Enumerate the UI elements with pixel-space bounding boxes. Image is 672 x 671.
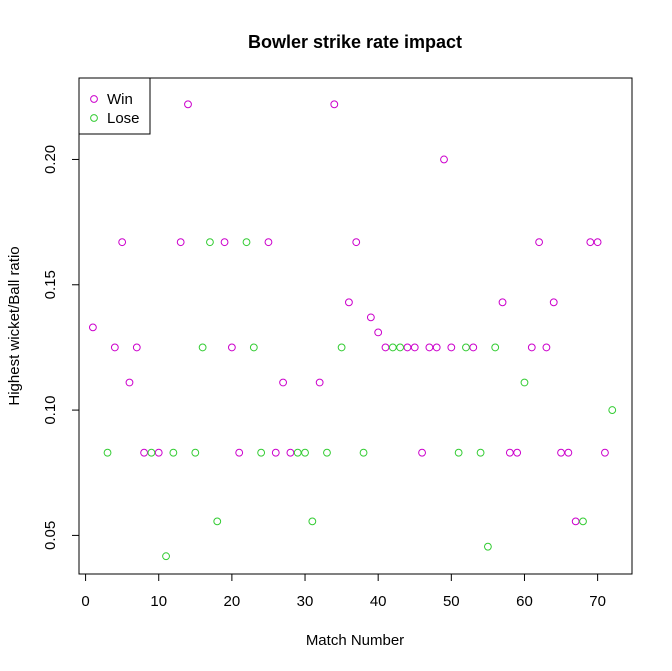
point-win	[184, 100, 192, 109]
point-lose	[162, 552, 170, 561]
x-tick-label: 50	[443, 593, 460, 610]
point-lose	[483, 542, 492, 551]
point-win	[315, 378, 324, 387]
point-lose	[169, 448, 178, 457]
y-tick-label: 0.20	[42, 145, 59, 174]
point-win	[469, 343, 478, 352]
point-lose	[608, 406, 617, 414]
point-lose	[213, 517, 222, 526]
legend-box	[78, 77, 151, 135]
legend-label-win: Win	[107, 91, 133, 108]
x-axis: 0 10 20 30 40 50 60 70	[81, 573, 606, 610]
point-win	[527, 343, 536, 352]
point-lose	[301, 448, 309, 457]
point-win	[118, 238, 127, 247]
point-lose	[198, 343, 207, 352]
point-lose	[579, 517, 587, 526]
point-win	[425, 343, 434, 352]
point-win	[345, 298, 353, 307]
point-lose	[388, 343, 397, 352]
point-win	[140, 448, 149, 457]
data-points	[88, 100, 617, 561]
point-win	[593, 238, 602, 247]
point-win	[271, 448, 280, 457]
point-win	[366, 313, 375, 322]
point-win	[498, 298, 507, 307]
point-win	[279, 378, 287, 387]
point-win	[549, 298, 558, 307]
point-lose	[257, 448, 266, 457]
x-tick-label: 20	[224, 593, 241, 610]
point-lose	[206, 238, 214, 247]
point-win	[88, 323, 97, 332]
point-win	[352, 238, 361, 247]
point-win	[125, 378, 134, 387]
point-lose	[293, 448, 302, 457]
point-lose	[323, 448, 331, 457]
x-tick-label: 60	[516, 593, 533, 610]
point-win	[374, 328, 383, 337]
point-win	[227, 343, 236, 352]
legend-label-lose: Lose	[107, 110, 140, 127]
legend-marker-lose	[90, 114, 98, 122]
x-tick-label: 30	[297, 593, 314, 610]
point-lose	[308, 517, 317, 526]
y-tick-label: 0.15	[42, 270, 59, 299]
point-win	[557, 448, 565, 457]
y-tick-label: 0.05	[42, 521, 59, 550]
point-win	[586, 238, 595, 247]
point-win	[505, 448, 514, 457]
point-lose	[476, 448, 485, 457]
point-lose	[454, 448, 463, 457]
point-win	[220, 238, 229, 247]
x-tick-label: 0	[81, 593, 89, 610]
point-win	[447, 343, 456, 352]
legend-marker-win	[90, 95, 98, 103]
point-win	[601, 448, 609, 457]
point-lose	[337, 343, 346, 352]
point-win	[235, 448, 244, 457]
y-tick-label: 0.10	[42, 395, 59, 424]
legend: Win Lose	[78, 77, 151, 135]
x-axis-label: Match Number	[306, 632, 404, 649]
point-win	[410, 343, 419, 352]
point-lose	[249, 343, 258, 352]
point-win	[440, 155, 448, 164]
chart-title: Bowler strike rate impact	[248, 32, 462, 52]
point-lose	[242, 238, 251, 247]
x-tick-label: 10	[150, 593, 167, 610]
point-win	[535, 238, 544, 247]
point-win	[418, 448, 426, 457]
point-win	[564, 448, 573, 457]
point-win	[571, 517, 580, 526]
point-lose	[462, 343, 470, 352]
point-win	[286, 448, 295, 457]
point-win	[513, 448, 522, 457]
point-win	[132, 343, 141, 352]
point-win	[154, 448, 163, 457]
point-win	[432, 343, 441, 352]
point-lose	[191, 448, 200, 457]
point-lose	[396, 343, 405, 352]
point-lose	[359, 448, 368, 457]
point-lose	[491, 343, 500, 352]
point-lose	[520, 378, 529, 387]
x-tick-label: 70	[589, 593, 606, 610]
point-win	[176, 238, 185, 247]
point-win	[330, 100, 339, 109]
point-lose	[147, 448, 156, 457]
y-axis: 0.05 0.10 0.15 0.20	[42, 145, 80, 550]
y-axis-label: Highest wicket/Ball ratio	[6, 246, 23, 405]
point-win	[542, 343, 551, 352]
x-tick-label: 40	[370, 593, 387, 610]
point-win	[264, 238, 273, 247]
point-win	[381, 343, 390, 352]
point-win	[110, 343, 119, 352]
point-lose	[103, 448, 112, 457]
plot-frame	[78, 77, 633, 575]
point-win	[403, 343, 412, 352]
